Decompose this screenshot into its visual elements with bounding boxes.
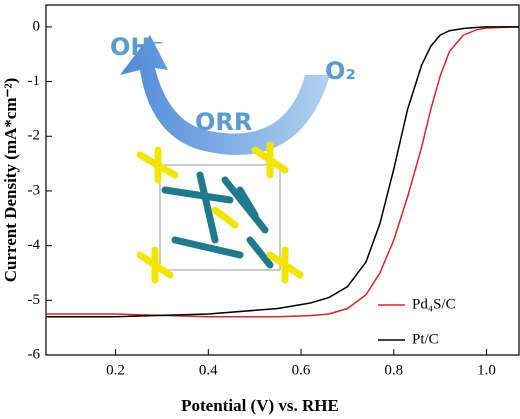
y-tick-label: -1	[28, 73, 41, 89]
y-tick-label: -4	[28, 237, 41, 253]
legend-label: Pt/C	[412, 331, 439, 347]
legend-label: Pd₄S/C	[412, 296, 456, 312]
annotation: OH⁻	[110, 33, 163, 61]
series-line	[46, 26, 519, 318]
x-tick-label: 1.0	[477, 362, 496, 378]
x-axis-label: Potential (V) vs. RHE	[181, 396, 339, 415]
arrow-illustration	[120, 35, 330, 155]
plot-frame	[45, 4, 520, 356]
y-tick-label: -6	[28, 346, 41, 362]
y-tick-label: 0	[33, 18, 41, 34]
x-tick-label: 0.2	[106, 362, 125, 378]
x-tick-label: 0.6	[292, 362, 311, 378]
series-line	[46, 26, 520, 318]
annotation: ORR	[195, 108, 252, 136]
y-axis-label: Current Density (mA*cm⁻²)	[1, 78, 20, 283]
y-tick-label: -5	[28, 292, 41, 308]
annotation: O₂	[325, 57, 356, 85]
crystal-illustration	[136, 141, 304, 284]
y-tick-label: -2	[28, 128, 41, 144]
y-tick-label: -3	[28, 182, 41, 198]
x-tick-label: 0.8	[384, 362, 403, 378]
x-tick-label: 0.4	[199, 362, 218, 378]
